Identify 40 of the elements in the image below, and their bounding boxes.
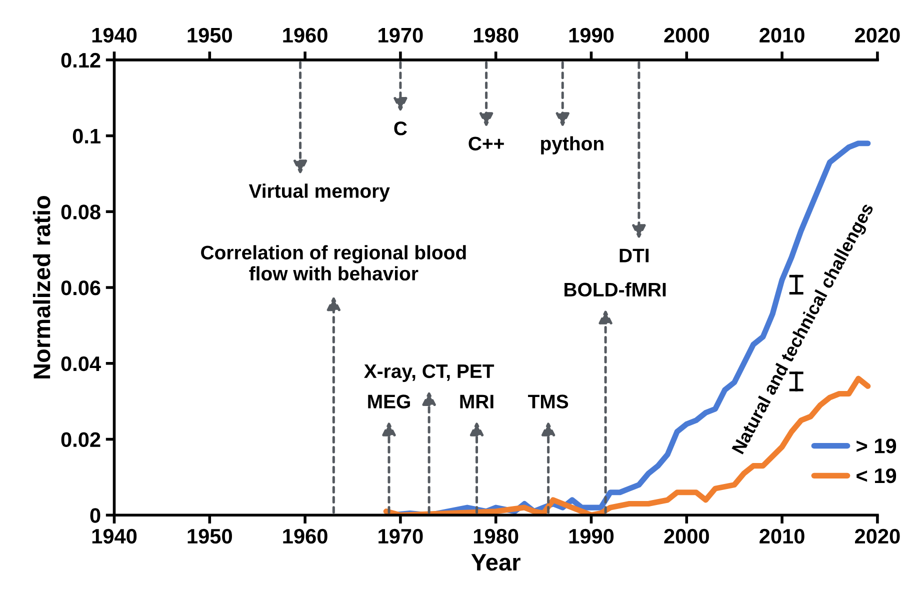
x-tick-label: 2020 — [854, 528, 900, 544]
x-tick-label: 1980 — [474, 528, 518, 544]
y-tick-label: 0.12 — [61, 52, 100, 68]
x-tick-label: 1940 — [92, 528, 137, 544]
x-tick-label: 1960 — [283, 528, 328, 544]
x2-tick-label: 1990 — [569, 28, 614, 43]
x-tick-label: 2000 — [664, 528, 709, 544]
annotation: C++ — [468, 136, 504, 150]
x-tick-label: 1990 — [569, 528, 614, 544]
annotation: python — [541, 136, 604, 154]
x2-tick-label: 2020 — [854, 28, 900, 43]
annotation: TMS — [528, 394, 568, 408]
annotation: MEG — [368, 394, 410, 408]
annotation: DTI — [620, 248, 649, 262]
x-tick-label: 1950 — [188, 528, 232, 544]
y-axis-title: Normalized ratio — [32, 196, 50, 378]
annotation: Correlation of regional blood flow with behavior — [201, 245, 466, 280]
x2-tick-label: 2000 — [664, 28, 709, 43]
x2-tick-label: 1980 — [474, 28, 518, 43]
y-tick-label: 0.06 — [61, 280, 100, 296]
x2-tick-label: 1950 — [188, 28, 232, 43]
legend-label: > 19 — [856, 438, 896, 454]
annotation: X-ray, CT, PET — [364, 364, 494, 382]
annotation: MRI — [460, 394, 494, 408]
y-tick-label: 0 — [90, 508, 100, 523]
legend-label: < 19 — [856, 468, 896, 484]
x-tick-label: 1970 — [378, 528, 423, 544]
x2-tick-label: 2010 — [760, 28, 804, 43]
x-axis-title: Year — [471, 554, 520, 571]
annotation: BOLD-fMRI — [564, 282, 666, 297]
x-tick-label: 2010 — [760, 528, 804, 544]
y-tick-label: 0.08 — [61, 204, 100, 220]
annotation: C — [394, 122, 407, 136]
y-tick-label: 0.02 — [61, 432, 100, 448]
y-tick-label: 0.04 — [61, 356, 101, 372]
x2-tick-label: 1940 — [92, 28, 137, 43]
annotation: Virtual memory — [248, 184, 390, 202]
x2-tick-label: 1960 — [283, 28, 328, 43]
x2-tick-label: 1970 — [378, 28, 423, 43]
y-tick-label: 0.1 — [72, 128, 100, 144]
